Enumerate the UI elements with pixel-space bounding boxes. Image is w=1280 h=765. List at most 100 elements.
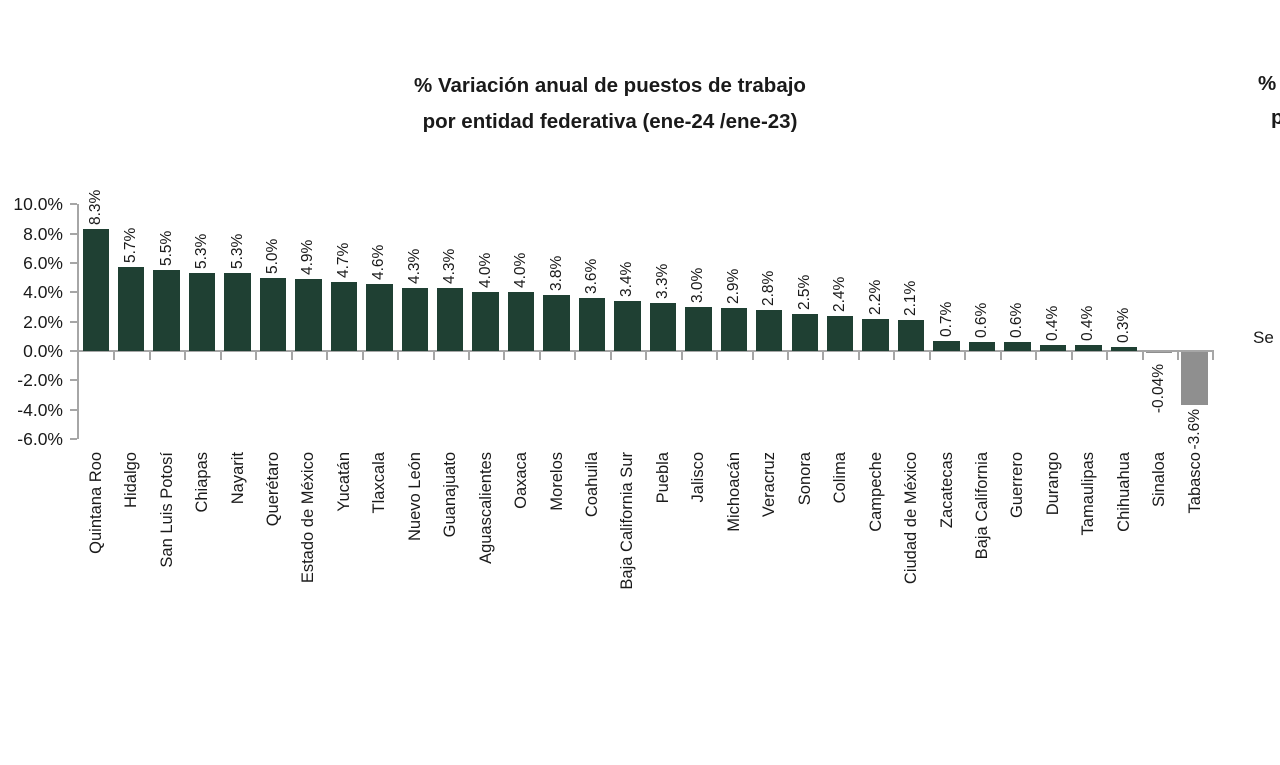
x-axis-tick	[1106, 352, 1109, 360]
x-category-label-text: Guanajuato	[441, 452, 460, 538]
bar-value-label-text: 4.3%	[405, 248, 423, 284]
bar	[968, 342, 996, 351]
bar	[472, 292, 499, 351]
chart-title-line2: por entidad federativa (ene-24 /ene-23)	[422, 110, 798, 133]
bar-value-label-text: 2.4%	[831, 276, 849, 312]
x-axis-tick	[113, 352, 116, 360]
bar-value-label-text: -3.6%	[1185, 408, 1203, 450]
x-axis-tick	[397, 352, 400, 360]
y-axis-tick	[70, 379, 77, 382]
bar	[614, 301, 641, 351]
chart-title: % Variación anual de puestos de trabajo …	[280, 68, 940, 140]
bar-value-label-text: 4.3%	[441, 248, 459, 284]
bar-value-label-text: 3.4%	[618, 261, 636, 298]
x-category-label-text: Hidalgo	[122, 452, 141, 508]
bar-value-label-text: 3.8%	[547, 255, 565, 292]
x-category-label-text: Oaxaca	[512, 452, 531, 509]
x-category-label-text: Querétaro	[263, 452, 282, 527]
x-axis-tick	[538, 352, 541, 360]
bar	[826, 315, 854, 351]
bar	[862, 318, 889, 351]
bar-value-label-text: 5.5%	[157, 230, 175, 267]
bar-value-label-text: 0.7%	[937, 301, 955, 337]
x-category-label-text: Coahuila	[583, 452, 602, 518]
bar	[685, 306, 712, 351]
x-category-label-text: Tabasco	[1185, 452, 1204, 514]
bar	[1110, 346, 1137, 351]
bar-value-label-text: 0.3%	[1114, 307, 1132, 343]
x-axis-tick	[574, 352, 577, 360]
bar	[1181, 352, 1208, 405]
bar	[188, 273, 216, 351]
bar-value-label-text: 0.6%	[1008, 302, 1026, 339]
x-category-label-text: Baja California	[972, 452, 991, 560]
bar-value-label-text: 2.2%	[866, 279, 884, 315]
x-category-label-text: Sonora	[795, 452, 814, 506]
bar	[1075, 345, 1102, 351]
x-category-label-text: Michoacán	[724, 452, 743, 532]
chart-title-line1: % Variación anual de puestos de trabajo	[414, 74, 806, 97]
x-category-label-text: Chiapas	[193, 452, 212, 513]
bar-value-label-text: 4.0%	[512, 252, 530, 289]
bar	[295, 279, 322, 351]
x-category-label-text: Ciudad de México	[902, 452, 921, 585]
x-axis-tick	[716, 352, 719, 360]
x-axis-tick	[361, 352, 364, 360]
x-axis-tick	[680, 352, 683, 360]
x-axis-tick	[148, 352, 151, 360]
bar-value-label-text: 2.8%	[760, 270, 778, 306]
y-axis-tick	[70, 408, 77, 411]
y-axis-label: 6.0%	[23, 252, 63, 273]
x-axis-tick	[255, 352, 258, 360]
bar	[153, 270, 180, 351]
y-axis-tick	[70, 203, 77, 206]
bar	[649, 302, 677, 351]
bar-value-label-text: 3.3%	[653, 263, 671, 299]
y-axis-label: 10.0%	[13, 194, 63, 215]
bar	[437, 287, 464, 351]
x-axis-tick	[964, 352, 967, 360]
bar-value-label-text: 2.5%	[795, 274, 813, 311]
y-axis-label: 8.0%	[23, 223, 63, 244]
x-axis-tick	[999, 352, 1002, 360]
x-category-label-text: Estado de México	[299, 452, 318, 584]
y-axis-tick	[70, 438, 77, 441]
bar-value-label-text: 0.6%	[972, 302, 990, 339]
bar	[897, 320, 925, 351]
x-axis-tick	[1212, 352, 1215, 360]
x-category-label-text: Tamaulipas	[1079, 452, 1098, 536]
x-category-label-text: Tlaxcala	[370, 452, 389, 514]
bar-value-label-text: -0.04%	[1150, 364, 1168, 414]
x-category-label-text: Nuevo León	[405, 452, 424, 541]
bar-value-label-text: 4.9%	[299, 239, 317, 276]
x-category-label-text: Sinaloa	[1150, 452, 1169, 508]
bar-value-label-text: 4.7%	[334, 242, 352, 279]
x-category-label-text: Baja California Sur	[618, 452, 637, 590]
bar	[578, 298, 606, 351]
x-category-label-text: Aguascalientes	[476, 452, 495, 564]
y-axis-tick	[70, 350, 77, 352]
bar-value-label-text: 0.4%	[1043, 305, 1061, 342]
bar	[366, 283, 393, 351]
x-axis-tick	[928, 352, 931, 360]
bar-value-label-text: 5.0%	[263, 238, 281, 274]
y-axis-tick	[70, 320, 77, 323]
bar	[543, 295, 570, 351]
x-axis-tick	[1070, 352, 1073, 360]
bar	[1004, 342, 1031, 351]
bar-value-label-text: 5.7%	[122, 228, 140, 264]
bar	[933, 340, 960, 351]
y-axis-label: -4.0%	[17, 399, 63, 420]
adjacent-chart-label-fragment: Se	[1253, 328, 1274, 347]
x-axis-line	[77, 350, 1215, 352]
x-axis-tick	[751, 352, 754, 360]
x-axis-tick	[467, 352, 470, 360]
bar	[791, 314, 818, 351]
x-axis-tick	[857, 352, 860, 360]
x-category-label-text: Nayarit	[228, 452, 247, 505]
x-axis-tick	[645, 352, 648, 360]
y-axis-tick	[70, 261, 77, 264]
x-category-label-text: Chihuahua	[1114, 452, 1133, 532]
x-axis-tick	[1035, 352, 1038, 360]
y-axis-label: 4.0%	[23, 282, 63, 303]
